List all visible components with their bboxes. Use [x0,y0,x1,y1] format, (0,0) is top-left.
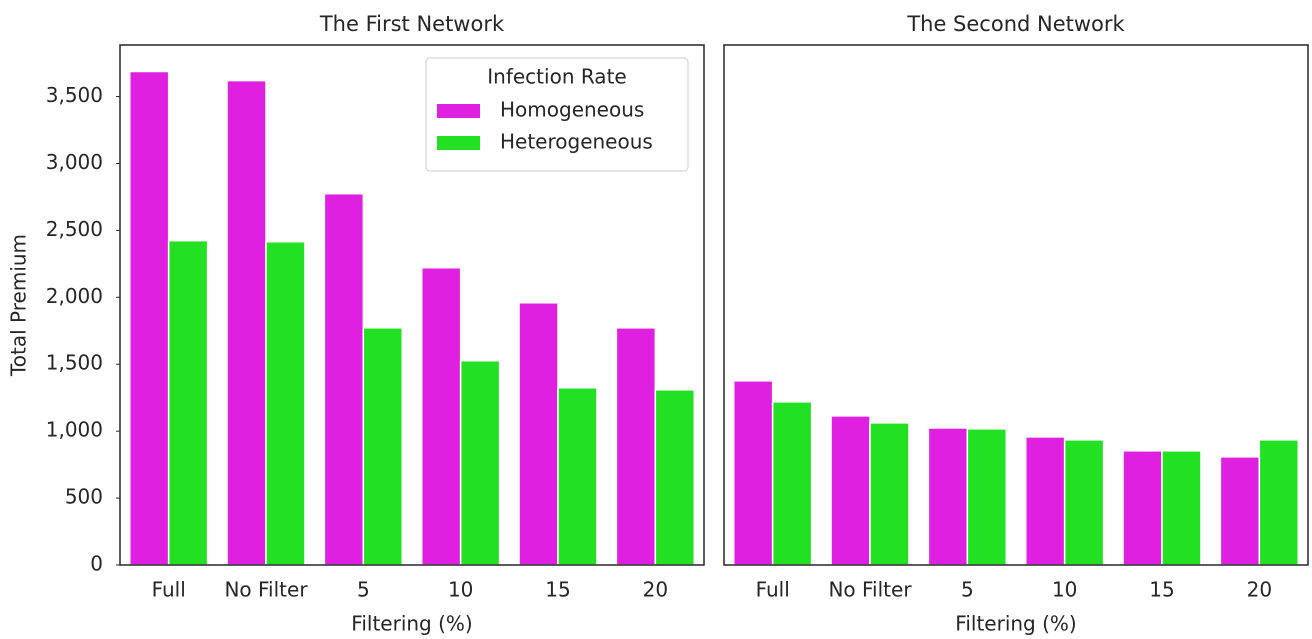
x-tick-label: 5 [961,578,974,602]
bar [1122,450,1163,566]
bar [557,387,598,566]
bar [1024,436,1066,566]
y-tick-label: 2,000 [46,284,103,308]
x-axis-label: Filtering (%) [351,612,472,636]
y-tick-label: 3,000 [46,150,103,174]
bar [654,389,696,566]
chart-title: The First Network [319,12,505,36]
x-tick-label: 5 [357,578,370,602]
legend-title: Infection Rate [487,65,626,89]
chart-title: The Second Network [906,12,1125,36]
y-tick-label: 500 [65,485,103,509]
bar [830,415,871,566]
bar [732,380,774,566]
bar [518,302,559,566]
x-tick-label: 15 [1149,578,1174,602]
bar [459,359,501,566]
axes-frame [723,44,1309,566]
x-tick-label: Full [152,578,186,602]
x-tick-label: 10 [1052,578,1077,602]
x-tick-label: 20 [1247,578,1272,602]
x-tick-label: Full [756,578,790,602]
y-tick-label: 1,000 [46,418,103,442]
legend-label: Homogeneous [500,98,644,122]
x-axis-label: Filtering (%) [955,612,1076,636]
axes-frame [119,44,705,566]
y-tick-label: 0 [90,552,103,576]
bar [966,428,1008,566]
bar [420,266,462,566]
bar [771,401,813,566]
bar [1219,456,1261,566]
x-tick-label: No Filter [828,578,912,602]
bar [927,427,969,566]
x-tick-label: 10 [448,578,473,602]
bar [226,79,267,566]
bar [167,239,209,566]
bar [869,422,910,566]
x-tick-label: 15 [545,578,570,602]
x-tick-label: 20 [643,578,668,602]
bar [362,327,404,566]
legend-box [425,57,689,172]
legend-swatch [437,136,480,150]
y-tick-label: 3,500 [46,83,103,107]
x-tick-label: No Filter [224,578,308,602]
bar [128,70,170,566]
legend-swatch [437,104,480,118]
bar [1161,450,1202,566]
y-axis-label: Total Premium [7,234,31,377]
bar [323,192,365,566]
y-tick-label: 2,500 [46,217,103,241]
bar [1258,439,1300,566]
bar [1063,439,1105,566]
y-tick-label: 1,500 [46,351,103,375]
legend-label: Heterogeneous [500,130,653,154]
bar [615,327,657,566]
bar [265,241,306,566]
